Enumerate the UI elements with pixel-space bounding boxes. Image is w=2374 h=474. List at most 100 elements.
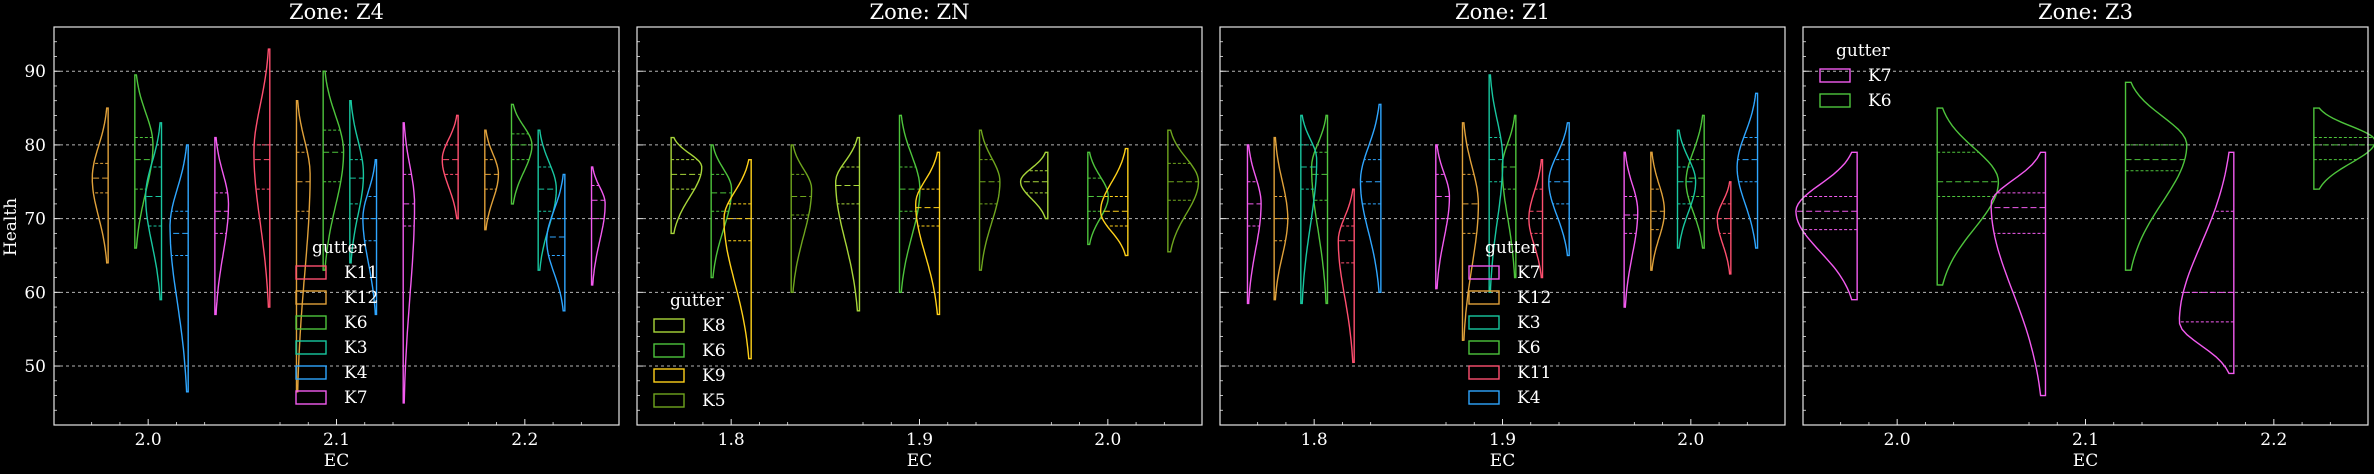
violin-K12	[91, 107, 109, 264]
x-tick-label: 2.2	[511, 430, 538, 450]
violin-K11	[1528, 158, 1544, 279]
violin-K12	[1273, 136, 1289, 301]
legend-entry: K6	[1868, 91, 1892, 111]
legend-swatch	[295, 290, 327, 305]
x-axis-label: EC	[2073, 451, 2098, 471]
x-axis-label: EC	[324, 451, 349, 471]
legend-title: gutter	[1485, 238, 1540, 258]
violin-K5	[790, 144, 813, 294]
legend: gutter K7 K12 K3 K6 K11 K4	[1468, 238, 1551, 408]
legend-swatch	[295, 315, 327, 330]
violin-K12	[1461, 122, 1480, 341]
violin-K6	[322, 70, 345, 271]
violin-K8	[1019, 151, 1049, 220]
violin-K6	[2124, 81, 2188, 271]
violin-K5	[1167, 129, 1200, 253]
violin-K7	[214, 136, 230, 316]
panel-1: Zone: Z4 50 60 70 80 90 2.0 2.1 2.2 EC gutter K11 K1…	[24, 0, 620, 471]
legend-entry: K9	[702, 366, 726, 386]
legend-entry: K6	[702, 341, 726, 361]
legend-swatch	[1468, 365, 1500, 380]
legend-entry: K7	[1868, 66, 1892, 86]
x-axis-label: EC	[907, 451, 932, 471]
panel-frame	[636, 26, 1203, 426]
legend-entry: K8	[702, 316, 726, 336]
legend-swatch	[1468, 340, 1500, 355]
legend-entry: K6	[344, 313, 368, 333]
legend-swatch	[1819, 93, 1851, 108]
legend-swatch	[295, 340, 327, 355]
x-tick-label: 1.8	[718, 430, 745, 450]
violin-K7	[590, 166, 606, 286]
legend-swatch	[295, 365, 327, 380]
violin-K11	[441, 114, 459, 220]
panel-2: Zone: ZN 1.8 1.9 2.0 EC gutter K8 K6 K9 K5	[636, 0, 1203, 471]
violin-K6	[510, 103, 533, 205]
violin-K9	[914, 151, 941, 316]
violin-K6	[1087, 151, 1109, 246]
legend-entry: K12	[1517, 288, 1551, 308]
violin-K4	[1359, 103, 1382, 294]
violin-K6	[710, 144, 733, 279]
violin-K7	[1435, 144, 1451, 290]
panel-frame	[1219, 26, 1786, 426]
legend-swatch	[653, 318, 685, 333]
violin-K7	[2178, 151, 2235, 375]
legend-entry: K11	[344, 263, 378, 283]
legend-entry: K4	[1517, 388, 1541, 408]
violin-K4	[1736, 92, 1759, 249]
violin-K3	[1676, 129, 1697, 249]
violin-K12	[295, 99, 311, 393]
y-tick-label: 50	[24, 357, 46, 377]
violin-K3	[1488, 74, 1504, 294]
y-tick-label: 70	[24, 210, 46, 230]
violin-K6	[1310, 114, 1329, 305]
x-tick-label: 1.9	[906, 430, 933, 450]
legend-swatch	[295, 390, 327, 405]
violin-K7	[1990, 151, 2047, 397]
y-tick-label: 60	[24, 283, 46, 303]
legend-entry: K5	[702, 391, 726, 411]
legend: gutter K8 K6 K9 K5	[653, 291, 726, 411]
x-tick-label: 2.0	[1094, 430, 1121, 450]
legend-entry: K12	[344, 288, 378, 308]
legend-title: gutter	[670, 291, 725, 311]
legend-swatch	[1819, 68, 1851, 83]
violin-K4	[546, 173, 566, 312]
violin-K6	[134, 74, 154, 249]
legend-swatch	[1468, 390, 1500, 405]
violin-K12	[484, 129, 500, 231]
x-tick-label: 2.0	[135, 430, 162, 450]
legend-entry: K11	[1517, 363, 1551, 383]
violin-K6	[1685, 114, 1705, 249]
violin-K4	[169, 144, 189, 393]
panel-frame	[53, 26, 620, 426]
x-tick-label: 2.0	[1884, 430, 1911, 450]
x-tick-label: 2.0	[1677, 430, 1704, 450]
panel-title: Zone: Z3	[2038, 0, 2133, 24]
violin-K8	[835, 136, 861, 312]
violin-K4	[1548, 122, 1570, 257]
violin-K5	[978, 129, 1001, 271]
y-tick-label: 90	[24, 62, 46, 82]
legend-entry: K3	[344, 338, 368, 358]
legend-swatch	[653, 393, 685, 408]
panel-title: Zone: Z4	[289, 0, 384, 24]
legend-title: gutter	[1836, 41, 1891, 61]
panel-frame	[1802, 26, 2369, 426]
violin-K9	[723, 158, 752, 360]
violin-K4	[362, 158, 378, 316]
violin-K7	[1623, 151, 1639, 308]
x-tick-label: 2.2	[2260, 430, 2287, 450]
violin-K3	[349, 99, 365, 264]
violin-K3	[537, 129, 558, 271]
legend-title: gutter	[312, 238, 367, 258]
x-tick-label: 1.8	[1301, 430, 1328, 450]
x-axis-label: EC	[1490, 451, 1515, 471]
panel-4: Zone: Z3 2.0 2.1 2.2 EC gutter K7 K6	[1795, 0, 2374, 471]
legend-entry: K6	[1517, 338, 1541, 358]
legend-entry: K7	[1517, 263, 1541, 283]
figure-ylabel: Health	[1, 198, 21, 256]
violin-K3	[144, 122, 163, 301]
legend-swatch	[1468, 315, 1500, 330]
